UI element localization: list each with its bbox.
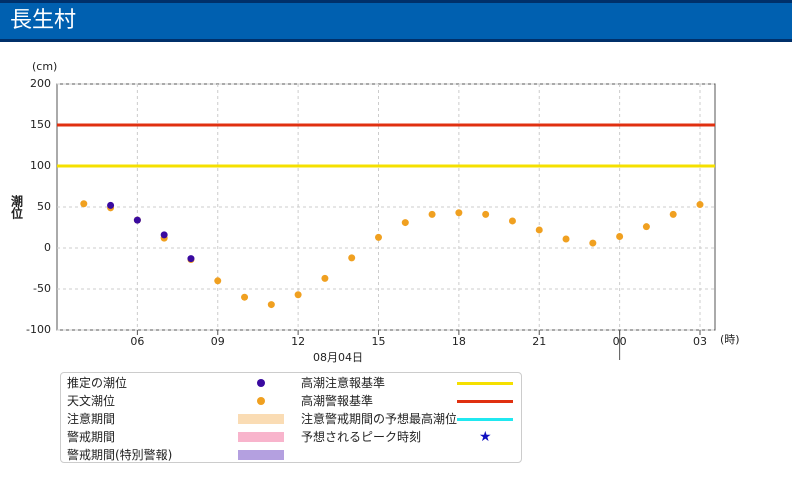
legend-label: 注意警戒期間の予想最高潮位: [301, 412, 458, 426]
legend-label: 予想されるピーク時刻: [301, 430, 422, 444]
data-point: [455, 209, 463, 217]
data-point: [160, 231, 168, 239]
legend-label: 天文潮位: [67, 394, 116, 408]
y-unit: (cm): [32, 60, 57, 73]
data-point: [642, 223, 650, 231]
data-point: [241, 293, 249, 301]
data-point: [348, 254, 356, 262]
data-point: [107, 201, 115, 209]
legend-label: 警戒期間(特別警報): [67, 448, 173, 462]
data-point: [589, 239, 597, 247]
data-point: [508, 217, 516, 225]
legend-swatch: [238, 450, 284, 460]
legend-label: 推定の潮位: [67, 376, 128, 390]
data-point: [696, 201, 704, 209]
y-tick-label: -100: [26, 323, 51, 336]
legend-swatch: [457, 381, 513, 385]
data-point: [562, 235, 570, 243]
data-point: [374, 233, 382, 241]
y-tick-label: -50: [33, 282, 51, 295]
legend: 推定の潮位天文潮位注意期間警戒期間警戒期間(特別警報) 高潮注意報基準 高潮警報基準…: [60, 372, 522, 463]
legend-swatch: [457, 399, 513, 403]
data-point: [669, 210, 677, 218]
legend-label: 高潮警報基準: [301, 394, 374, 408]
y-tick-label: 150: [30, 118, 51, 131]
x-tick-label: 03: [693, 335, 707, 348]
legend-label: 警戒期間: [67, 430, 116, 444]
x-unit: (時): [720, 333, 740, 346]
legend-swatch: [257, 397, 265, 405]
header-title: 長生村: [0, 0, 792, 42]
data-point: [80, 200, 88, 208]
y-tick-label: 0: [44, 241, 51, 254]
legend-swatch: [257, 379, 265, 387]
y-tick-label: 100: [30, 159, 51, 172]
x-tick-label: 06: [130, 335, 144, 348]
legend-swatch: [238, 432, 284, 442]
data-point: [187, 255, 195, 263]
legend-label: 注意期間: [67, 412, 116, 426]
legend-swatch: [457, 417, 513, 421]
x-tick-label: 12: [291, 335, 305, 348]
data-point: [133, 216, 141, 224]
data-point: [321, 274, 329, 282]
y-tick-label: 200: [30, 77, 51, 90]
data-point: [401, 219, 409, 227]
x-tick-label: 21: [532, 335, 546, 348]
legend-swatch: ★: [479, 429, 492, 445]
date-label: 08月04日: [313, 351, 363, 364]
x-tick-label: 15: [371, 335, 385, 348]
x-tick-label: 09: [211, 335, 225, 348]
legend-swatch: [238, 414, 284, 424]
legend-label: 高潮注意報基準: [301, 376, 386, 390]
data-point: [535, 226, 543, 234]
data-point: [267, 301, 275, 309]
y-axis-label: 潮位: [10, 194, 24, 220]
x-tick-label: 18: [452, 335, 466, 348]
data-point: [482, 210, 490, 218]
data-point: [294, 291, 302, 299]
data-point: [428, 210, 436, 218]
data-point: [214, 277, 222, 285]
y-tick-label: 50: [37, 200, 51, 213]
data-point: [616, 233, 624, 241]
